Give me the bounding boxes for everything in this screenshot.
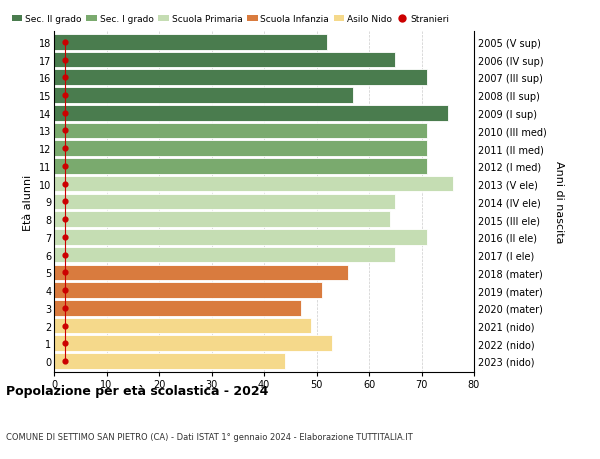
Bar bbox=[54, 141, 427, 157]
Point bbox=[60, 198, 70, 206]
Point bbox=[60, 163, 70, 170]
Point bbox=[60, 180, 70, 188]
Bar bbox=[54, 318, 311, 334]
Y-axis label: Anni di nascita: Anni di nascita bbox=[554, 161, 563, 243]
Bar bbox=[54, 35, 327, 50]
Point bbox=[60, 110, 70, 117]
Bar bbox=[54, 353, 285, 369]
Point bbox=[60, 92, 70, 100]
Bar bbox=[54, 212, 390, 227]
Point bbox=[60, 128, 70, 135]
Point bbox=[60, 269, 70, 276]
Point bbox=[60, 57, 70, 64]
Point bbox=[60, 340, 70, 347]
Bar bbox=[54, 336, 332, 351]
Point bbox=[60, 234, 70, 241]
Bar bbox=[54, 194, 395, 210]
Bar bbox=[54, 88, 353, 104]
Legend: Sec. II grado, Sec. I grado, Scuola Primaria, Scuola Infanzia, Asilo Nido, Stran: Sec. II grado, Sec. I grado, Scuola Prim… bbox=[11, 15, 449, 24]
Point bbox=[60, 216, 70, 224]
Y-axis label: Età alunni: Età alunni bbox=[23, 174, 33, 230]
Bar bbox=[54, 123, 427, 139]
Point bbox=[60, 287, 70, 294]
Bar bbox=[54, 159, 427, 174]
Bar bbox=[54, 70, 427, 86]
Bar bbox=[54, 230, 427, 245]
Bar bbox=[54, 283, 322, 298]
Bar bbox=[54, 300, 301, 316]
Point bbox=[60, 358, 70, 365]
Point bbox=[60, 74, 70, 82]
Point bbox=[60, 252, 70, 259]
Bar bbox=[54, 176, 453, 192]
Bar bbox=[54, 106, 448, 121]
Bar bbox=[54, 247, 395, 263]
Text: COMUNE DI SETTIMO SAN PIETRO (CA) - Dati ISTAT 1° gennaio 2024 - Elaborazione TU: COMUNE DI SETTIMO SAN PIETRO (CA) - Dati… bbox=[6, 431, 413, 441]
Text: Popolazione per età scolastica - 2024: Popolazione per età scolastica - 2024 bbox=[6, 384, 268, 397]
Point bbox=[60, 304, 70, 312]
Point bbox=[60, 145, 70, 152]
Point bbox=[60, 39, 70, 46]
Bar bbox=[54, 53, 395, 68]
Bar bbox=[54, 265, 348, 280]
Point bbox=[60, 322, 70, 330]
